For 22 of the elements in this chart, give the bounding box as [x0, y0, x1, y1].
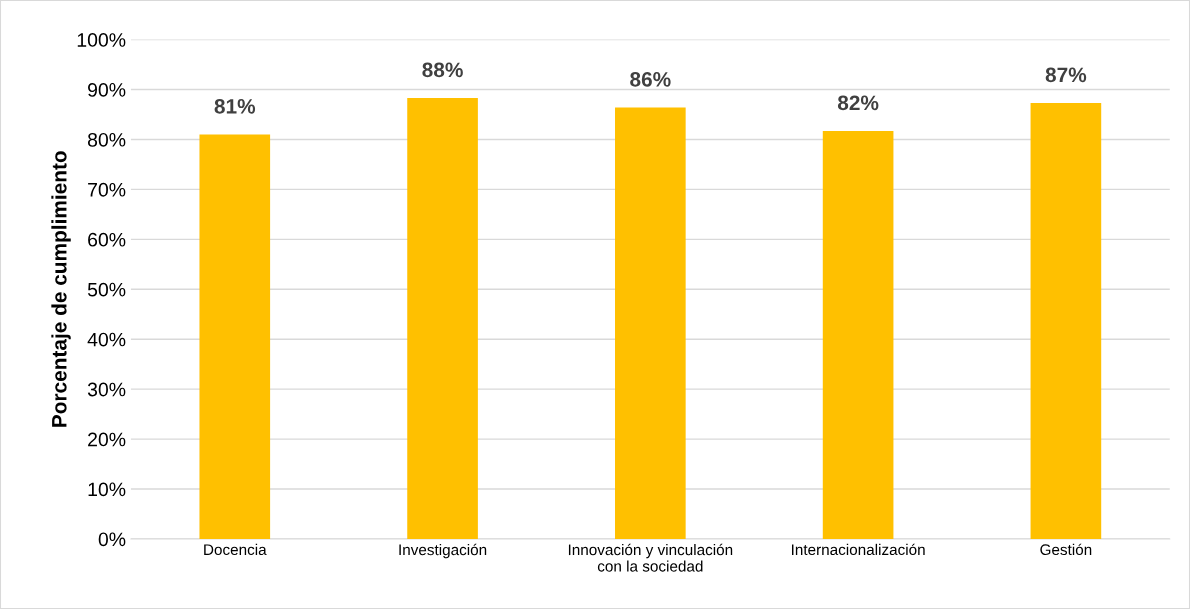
- y-tick-label: 90%: [88, 82, 126, 97]
- y-tick-label: 20%: [88, 432, 126, 447]
- data-label: 81%: [214, 98, 256, 114]
- y-tick-label: 10%: [88, 482, 126, 497]
- x-tick-label: Gestión: [1040, 543, 1092, 556]
- x-tick-label: Investigación: [399, 543, 487, 559]
- y-tick-label: 100%: [77, 33, 126, 47]
- x-tick-label: Docencia: [204, 543, 267, 556]
- y-tick-label: 0%: [98, 532, 126, 547]
- y-tick-label: 60%: [88, 232, 126, 247]
- y-tick-label: 80%: [87, 132, 126, 147]
- data-label: 88%: [422, 62, 463, 78]
- y-axis-title: Porcentaje de cumplimiento: [51, 151, 71, 427]
- y-tick-label: 30%: [87, 382, 126, 397]
- x-tick-label: Internacionalización: [792, 543, 925, 556]
- y-tick-label: 50%: [87, 282, 126, 297]
- y-tick-label: 70%: [88, 182, 126, 197]
- y-tick-label: 40%: [87, 332, 126, 347]
- data-label: 82%: [837, 95, 879, 111]
- data-label: 86%: [630, 71, 671, 87]
- data-label: 87%: [1045, 67, 1087, 83]
- x-tick-label: Innovación y vinculación con la sociedad: [568, 543, 733, 572]
